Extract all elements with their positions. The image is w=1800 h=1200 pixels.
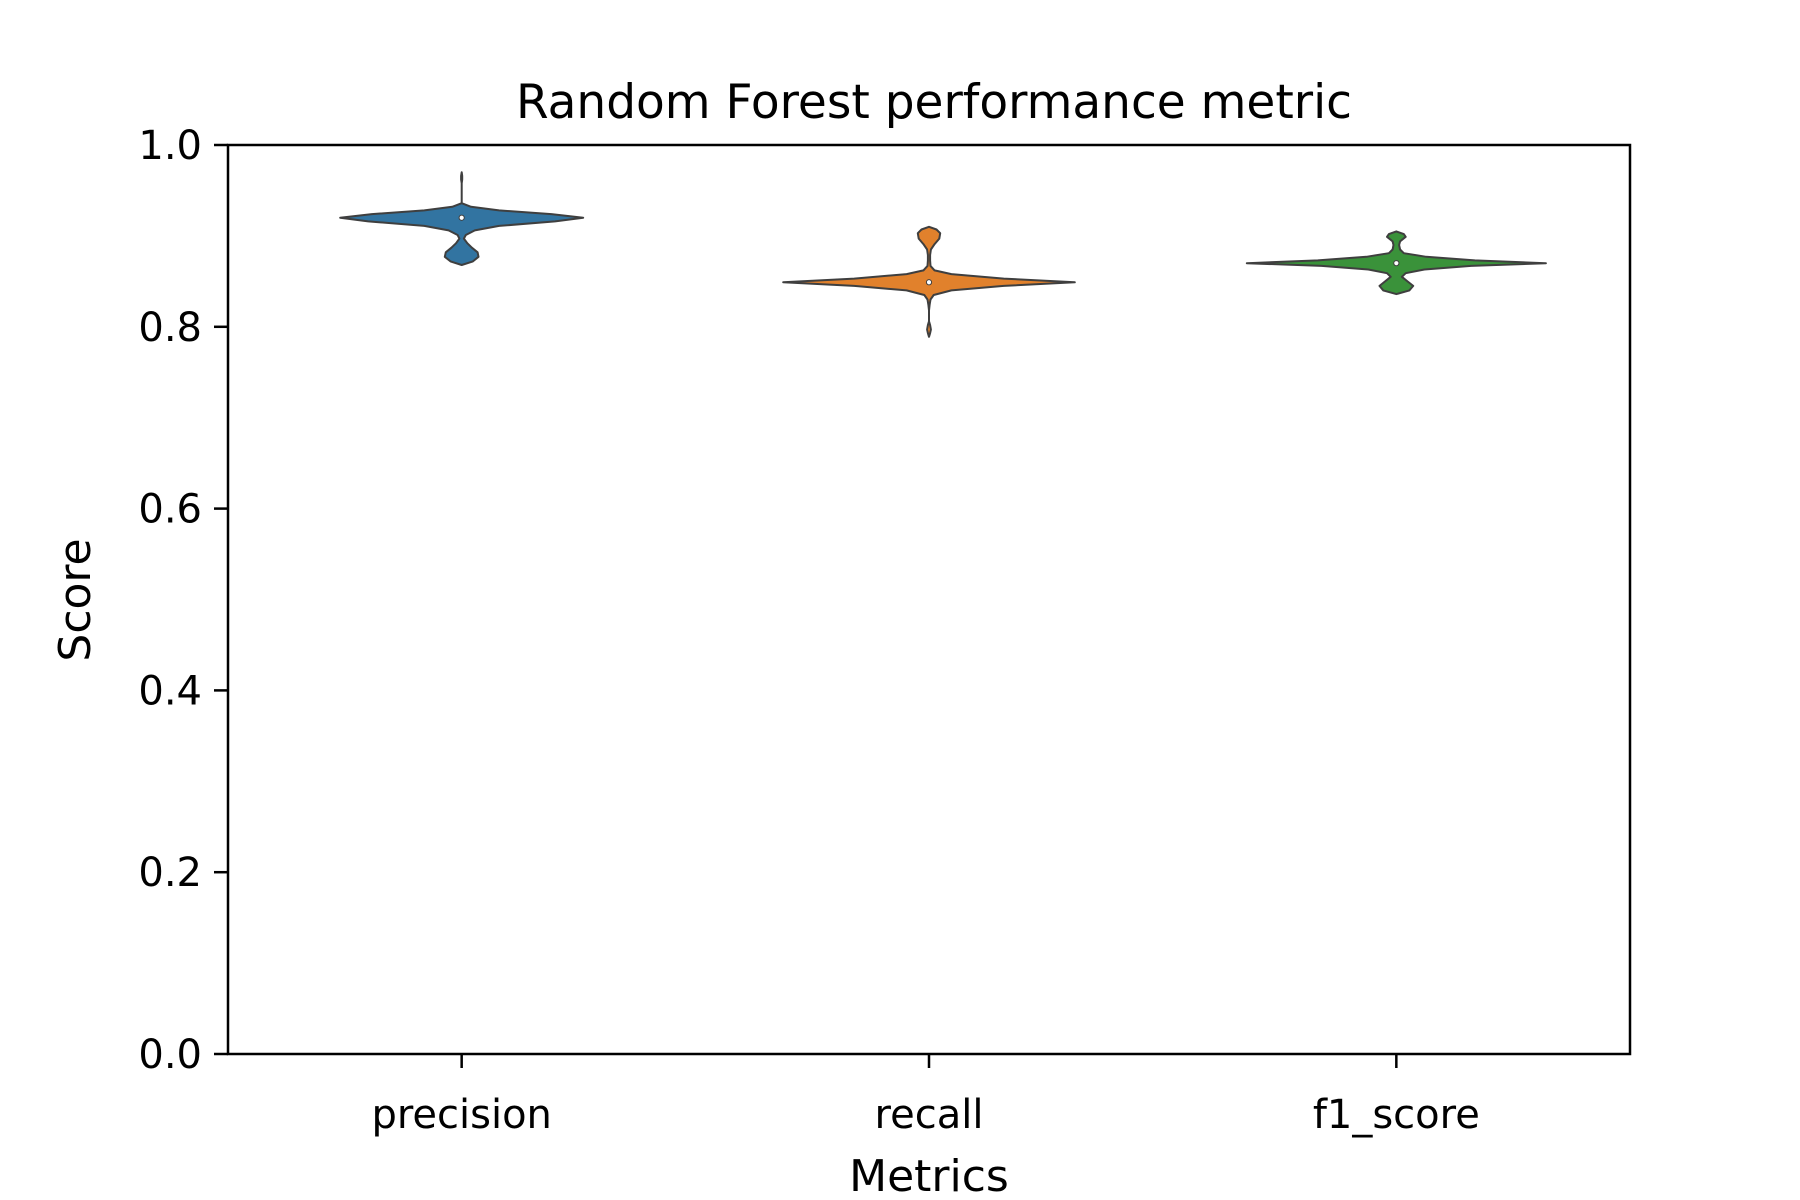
median-marker-precision (459, 215, 464, 220)
x-tick-label: recall (875, 1092, 984, 1138)
x-tick-label: precision (371, 1092, 551, 1138)
chart-title: Random Forest performance metric (516, 75, 1352, 130)
y-tick-label: 0.0 (138, 1032, 202, 1078)
y-axis: 0.0 0.2 0.4 0.6 0.8 1.0 (138, 123, 228, 1078)
y-axis-label: Score (50, 538, 101, 661)
median-marker-f1_score (1394, 261, 1399, 266)
median-marker-recall (926, 280, 931, 285)
x-ticks: precision recall f1_score (371, 1054, 1479, 1138)
violins (340, 172, 1546, 336)
x-axis-label: Metrics (849, 1151, 1009, 1200)
x-axis: precision recall f1_score (371, 1054, 1479, 1138)
y-tick-label: 1.0 (138, 123, 202, 169)
y-ticks: 0.0 0.2 0.4 0.6 0.8 1.0 (138, 123, 228, 1078)
x-tick-label: f1_score (1313, 1092, 1480, 1138)
y-tick-label: 0.2 (138, 850, 202, 896)
y-tick-label: 0.8 (138, 305, 202, 351)
y-tick-label: 0.6 (138, 487, 202, 533)
y-tick-label: 0.4 (138, 668, 202, 714)
